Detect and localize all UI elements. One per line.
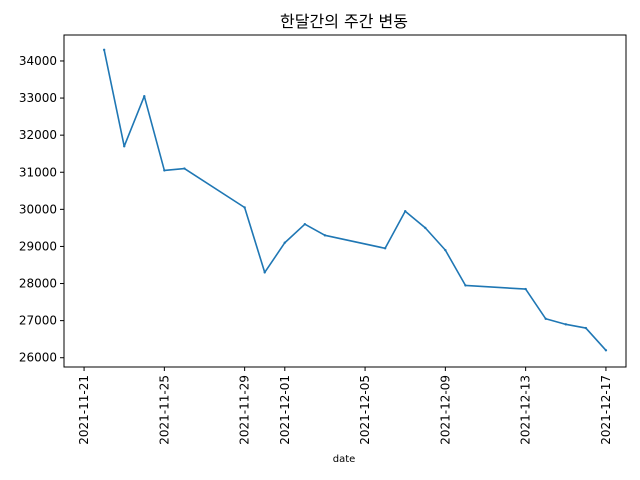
- data-point: [544, 317, 547, 320]
- x-tick-label: 2021-11-25: [157, 375, 171, 445]
- x-tick-label: 2021-12-17: [599, 375, 613, 445]
- x-tick-label: 2021-11-21: [77, 375, 91, 445]
- y-tick-label: 30000: [19, 202, 57, 216]
- y-tick-label: 28000: [19, 277, 57, 291]
- data-point: [183, 167, 186, 170]
- chart-title: 한달간의 주간 변동: [280, 12, 408, 31]
- data-point: [383, 247, 387, 250]
- plot-frame: [63, 34, 627, 368]
- x-tick-label: 2021-12-01: [278, 375, 292, 445]
- y-tick-label: 26000: [19, 351, 57, 365]
- data-point: [143, 95, 146, 98]
- plot-area: 26000 27000 28000 29000 30000 31000 32000 33000…: [19, 34, 627, 445]
- data-point: [564, 323, 567, 326]
- x-tick-label: 2021-12-09: [438, 375, 452, 445]
- data-point: [163, 169, 166, 172]
- data-point: [404, 210, 407, 213]
- y-tick-label: 31000: [19, 165, 57, 179]
- data-point: [524, 287, 527, 291]
- y-tick-label: 29000: [19, 239, 57, 253]
- y-tick-label: 27000: [19, 314, 57, 328]
- data-point: [243, 206, 246, 209]
- x-tick-label: 2021-12-05: [358, 375, 372, 445]
- data-point: [444, 248, 447, 252]
- data-point: [283, 241, 286, 244]
- y-tick-label: 33000: [19, 91, 57, 105]
- data-point: [263, 271, 266, 274]
- x-axis-label: date: [333, 454, 356, 465]
- data-point: [424, 226, 427, 230]
- data-point: [464, 284, 467, 287]
- data-point: [604, 349, 608, 352]
- series-line: [103, 49, 607, 352]
- y-tick-label: 34000: [19, 54, 57, 68]
- data-point: [123, 145, 126, 148]
- y-tick-label: 32000: [19, 128, 57, 142]
- data-point: [584, 326, 588, 330]
- x-tick-label: 2021-12-13: [519, 375, 533, 445]
- data-point: [303, 222, 307, 226]
- x-tick-label: 2021-11-29: [238, 375, 252, 445]
- data-point: [102, 48, 106, 52]
- data-point: [323, 234, 327, 237]
